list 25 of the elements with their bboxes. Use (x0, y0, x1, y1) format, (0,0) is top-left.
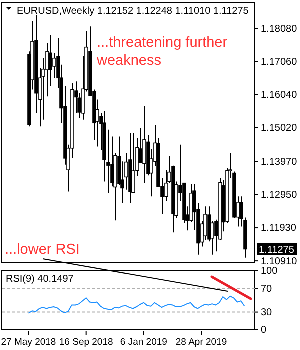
y-tick-label: 100 (261, 266, 278, 278)
x-tick-label: 16 Sep 2018 (59, 337, 114, 348)
y-tick-label: 1.10910 (261, 256, 298, 268)
x-tick-label: 6 Jan 2019 (120, 337, 168, 348)
annotation: 1.11275 (259, 245, 295, 256)
y-tick-label: 1.16040 (261, 90, 298, 102)
y-tick-label: 1.12950 (261, 190, 298, 202)
y-tick-label: 0 (261, 325, 267, 336)
candlestick (142, 105, 146, 184)
candlestick (52, 52, 56, 79)
y-tick-label: 70 (261, 284, 273, 295)
y-tick-label: 1.13970 (261, 157, 298, 168)
annotation: ...lower RSI (5, 242, 80, 258)
y-tick-label: 1.17060 (261, 57, 298, 68)
candlestick (48, 34, 52, 88)
annotation: ...threatening further weakness (96, 35, 228, 69)
y-tick-label: 30 (261, 308, 273, 318)
chart-title: RSI(9) 40.1497 (6, 274, 74, 285)
line-series (28, 296, 246, 314)
y-tick-label: 1.15020 (261, 123, 298, 134)
x-tick-label: 27 May 2018 (1, 337, 56, 348)
y-tick-label: 1.11930 (261, 223, 297, 234)
y-tick-label: 1.18080 (261, 24, 298, 36)
x-tick-label: 28 Apr 2019 (176, 337, 228, 348)
chart-title: EURUSD,Weekly 1.12152 1.12248 1.11010 1.11275 (17, 6, 250, 17)
